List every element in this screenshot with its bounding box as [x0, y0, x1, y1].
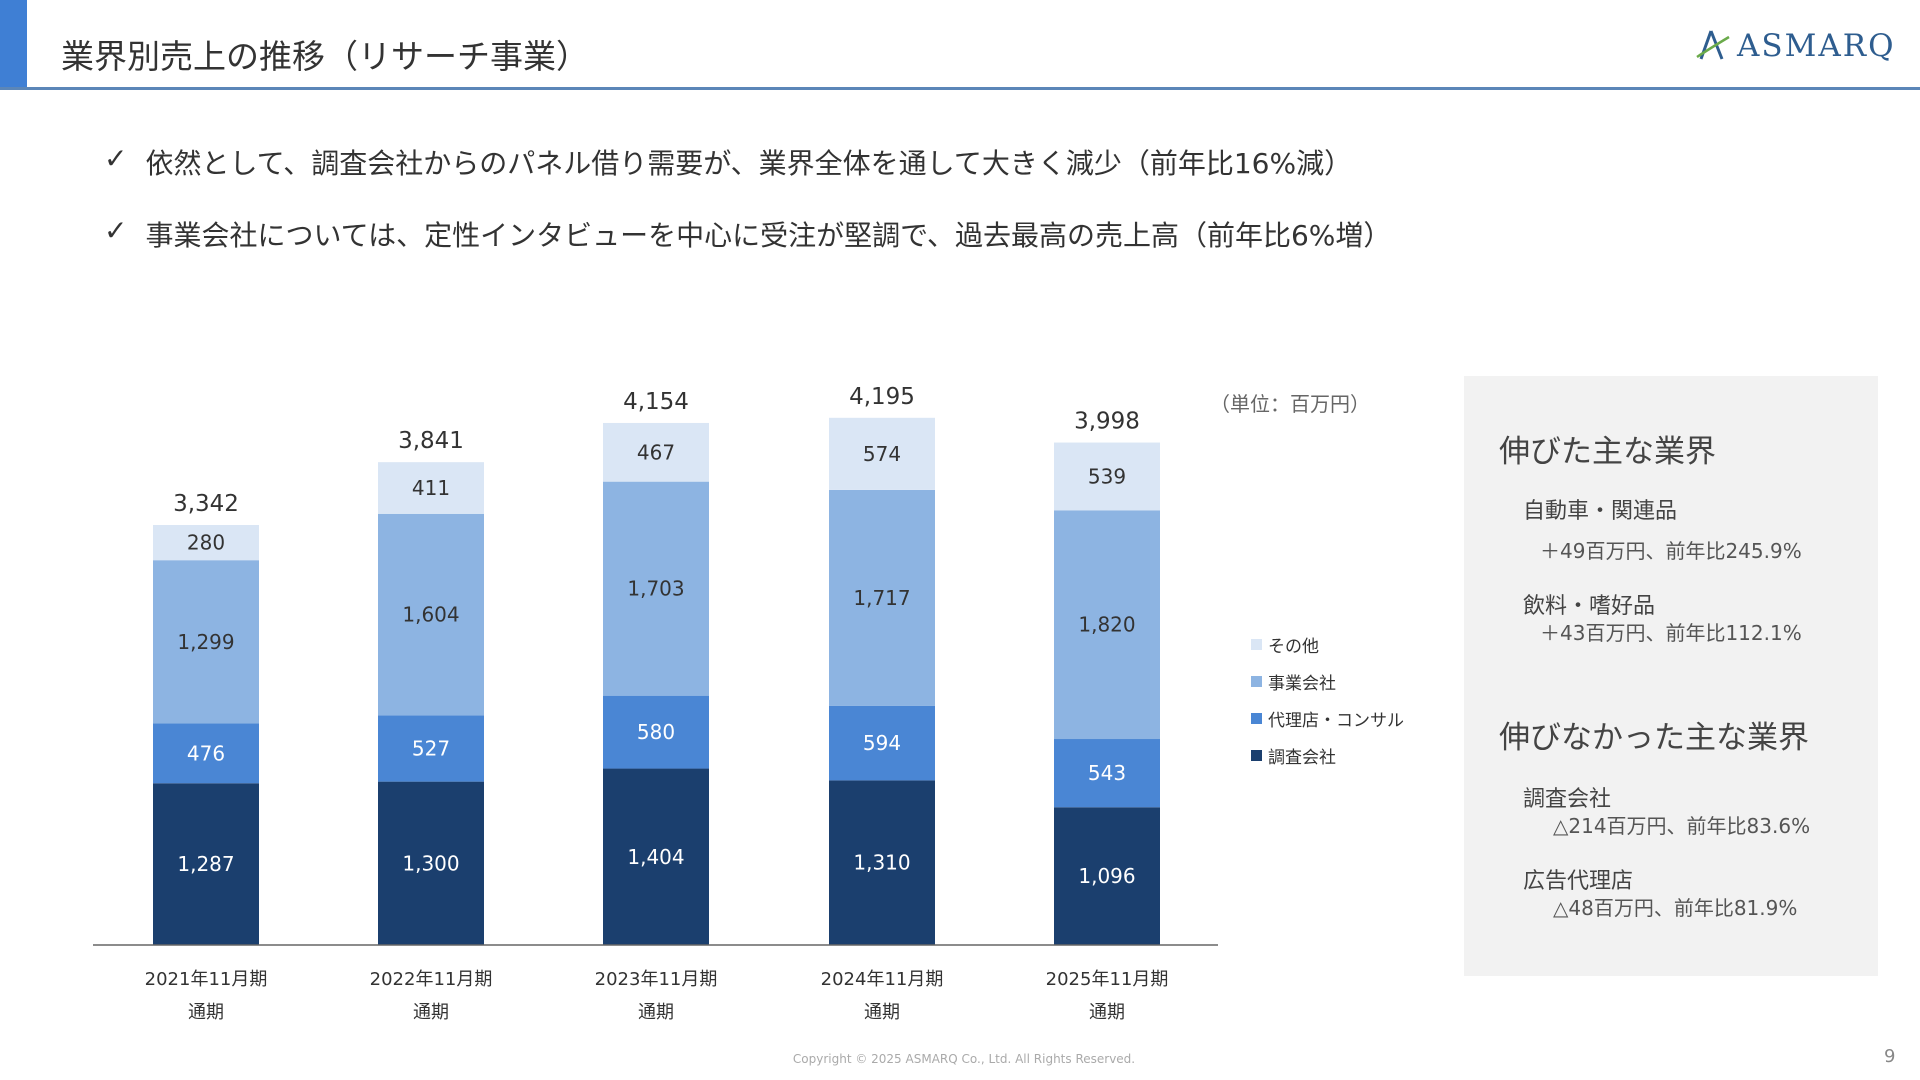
up-item-name: 自動車・関連品 [1523, 499, 1678, 524]
category-label: 通期 [638, 1002, 674, 1023]
total-label: 3,841 [398, 428, 464, 454]
data-label: 476 [187, 741, 225, 765]
up-heading: 伸びた主な業界 [1499, 434, 1716, 470]
legend-swatch [1251, 639, 1262, 650]
down-item-name: 広告代理店 [1523, 869, 1634, 894]
bar-segment [378, 781, 484, 945]
logo: ASMARQ [1695, 28, 1896, 64]
legend-label: その他 [1268, 637, 1319, 657]
data-label: 594 [863, 731, 901, 755]
total-label: 3,998 [1074, 409, 1140, 435]
bar-segment [1054, 442, 1160, 511]
page-number: 9 [1884, 1046, 1896, 1067]
down-heading: 伸びなかった主な業界 [1499, 720, 1809, 756]
legend-swatch [1251, 750, 1262, 761]
bar-segment [829, 780, 935, 945]
down-item-name: 調査会社 [1523, 787, 1612, 812]
data-label: 1,096 [1078, 864, 1135, 888]
bullet-text: 事業会社については、定性インタビューを中心に受注が堅調で、過去最高の売上高（前年… [145, 219, 1392, 252]
bar-segment [1054, 807, 1160, 945]
bar-segment [378, 462, 484, 514]
industry-summary-panel: 伸びた主な業界 自動車・関連品 ＋49百万円、前年比245.9% 飲料・嗜好品 … [1464, 376, 1878, 976]
data-label: 1,300 [402, 851, 459, 875]
page-title: 業界別売上の推移（リサーチ事業） [61, 37, 589, 76]
bar-segment [829, 489, 935, 706]
bar-segment [378, 513, 484, 716]
up-item-detail: ＋49百万円、前年比245.9% [1540, 539, 1802, 563]
total-label: 3,342 [173, 491, 239, 517]
bullet-text: 依然として、調査会社からのパネル借り需要が、業界全体を通して大きく減少（前年比1… [145, 147, 1353, 180]
data-label: 539 [1088, 464, 1126, 488]
data-label: 411 [412, 476, 450, 500]
bar-segment [1054, 739, 1160, 808]
up-item-detail: ＋43百万円、前年比112.1% [1540, 621, 1802, 645]
legend-item: 調査会社 [1251, 743, 1336, 768]
bar-segment [153, 723, 259, 784]
down-item-detail: △48百万円、前年比81.9% [1553, 896, 1798, 920]
data-label: 580 [637, 720, 675, 744]
data-label: 1,717 [853, 586, 910, 610]
category-label: 2022年11月期 [370, 969, 493, 990]
logo-mark-icon [1696, 30, 1730, 60]
legend-item: 事業会社 [1251, 669, 1336, 694]
legend-label: 調査会社 [1268, 748, 1336, 768]
bar-segment [378, 715, 484, 782]
legend-swatch [1251, 713, 1262, 724]
category-label: 通期 [413, 1002, 449, 1023]
down-item-detail: △214百万円、前年比83.6% [1553, 814, 1811, 838]
category-label: 2021年11月期 [145, 969, 268, 990]
data-label: 1,703 [627, 577, 684, 601]
legend-label: 代理店・コンサル [1268, 711, 1404, 731]
header-accent-bar [0, 0, 27, 88]
header-divider [0, 87, 1920, 90]
category-label: 2025年11月期 [1046, 969, 1169, 990]
category-label: 2024年11月期 [821, 969, 944, 990]
data-label: 1,404 [627, 845, 684, 869]
bar-segment [153, 525, 259, 561]
logo-text: ASMARQ [1737, 28, 1896, 64]
check-icon: ✓ [104, 214, 128, 247]
bullet-2: ✓ 事業会社については、定性インタビューを中心に受注が堅調で、過去最高の売上高（… [104, 214, 1391, 254]
category-label: 通期 [1089, 1002, 1125, 1023]
bar-segment [603, 422, 709, 482]
bar-segment [153, 560, 259, 724]
bar-segment [603, 768, 709, 945]
legend-label: 事業会社 [1268, 674, 1336, 694]
legend-item: 代理店・コンサル [1251, 706, 1404, 731]
data-label: 527 [412, 737, 450, 761]
bar-segment [153, 783, 259, 945]
data-label: 1,310 [853, 851, 910, 875]
copyright: Copyright © 2025 ASMARQ Co., Ltd. All Ri… [792, 1052, 1136, 1066]
check-icon: ✓ [104, 142, 128, 175]
total-label: 4,154 [623, 389, 689, 415]
bullet-1: ✓ 依然として、調査会社からのパネル借り需要が、業界全体を通して大きく減少（前年… [104, 142, 1352, 182]
data-label: 280 [187, 531, 225, 555]
bar-segment [829, 705, 935, 781]
bar-segment [603, 695, 709, 769]
bar-segment [1054, 510, 1160, 740]
data-label: 1,604 [402, 603, 459, 627]
data-label: 574 [863, 442, 901, 466]
bar-segment [603, 481, 709, 696]
bar-segment [829, 417, 935, 490]
up-item-name: 飲料・嗜好品 [1523, 594, 1656, 619]
legend-swatch [1251, 676, 1262, 687]
data-label: 1,287 [177, 852, 234, 876]
data-label: 1,299 [177, 630, 234, 654]
legend-item: その他 [1251, 632, 1319, 657]
category-label: 2023年11月期 [595, 969, 718, 990]
category-label: 通期 [188, 1002, 224, 1023]
data-label: 543 [1088, 761, 1126, 785]
category-label: 通期 [864, 1002, 900, 1023]
data-label: 1,820 [1078, 613, 1135, 637]
total-label: 4,195 [849, 384, 915, 410]
unit-label: （単位：百万円） [1210, 392, 1370, 416]
data-label: 467 [637, 440, 675, 464]
